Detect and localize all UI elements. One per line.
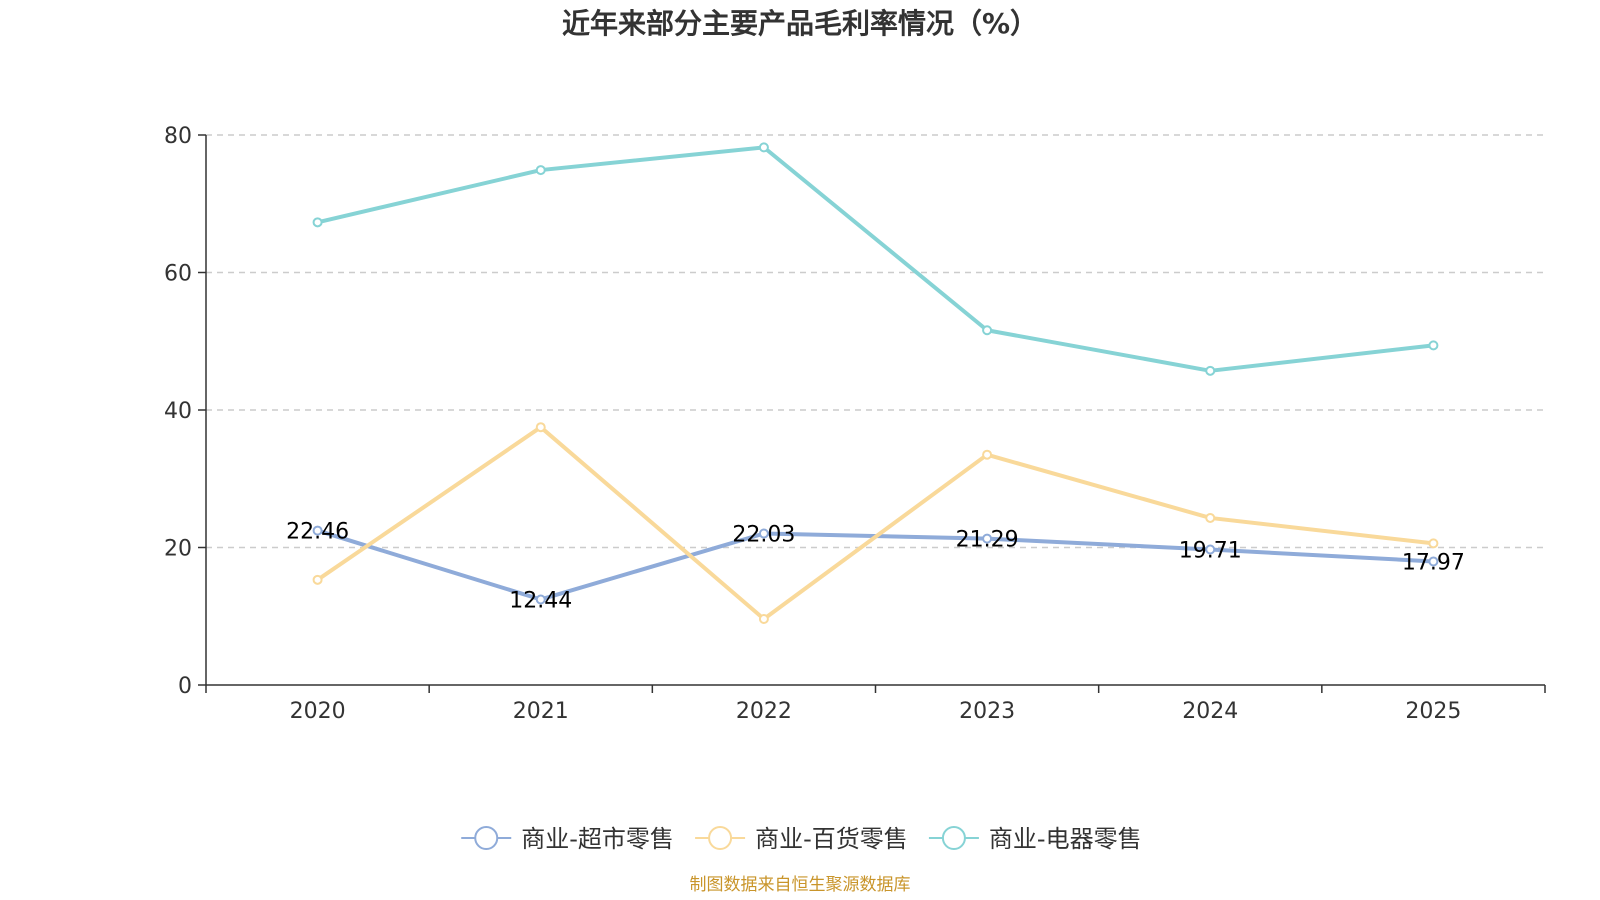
data-point bbox=[758, 142, 769, 153]
data-point bbox=[1205, 544, 1216, 555]
data-point bbox=[312, 574, 323, 585]
data-point bbox=[535, 165, 546, 176]
data-label: 17.97 bbox=[1402, 550, 1465, 575]
data-point bbox=[982, 533, 993, 544]
legend-label: 商业-电器零售 bbox=[989, 825, 1142, 853]
y-tick-label: 80 bbox=[164, 124, 192, 149]
data-label: 22.46 bbox=[286, 520, 349, 545]
series-line-3 bbox=[315, 145, 1436, 373]
grid-lines bbox=[206, 134, 1545, 549]
legend-swatch-circle bbox=[708, 826, 733, 850]
x-tick-label: 2020 bbox=[290, 699, 346, 724]
x-tick-label: 2024 bbox=[1182, 699, 1238, 724]
series-line-1 bbox=[315, 528, 1436, 602]
data-label: 19.71 bbox=[1179, 538, 1242, 563]
data-point bbox=[982, 449, 993, 460]
legend-item-2[interactable]: 商业-百货零售 bbox=[695, 825, 908, 853]
data-point bbox=[758, 614, 769, 624]
data-point bbox=[312, 217, 323, 228]
legend-swatch-circle bbox=[474, 826, 499, 850]
legend-item-1[interactable]: 商业-超市零售 bbox=[461, 825, 674, 853]
legend-swatch-circle bbox=[941, 826, 966, 850]
x-tick-label: 2021 bbox=[513, 699, 569, 724]
x-tick-label: 2023 bbox=[959, 699, 1015, 724]
legend[interactable]: 商业-超市零售 商业-百货零售 商业-电器零售 bbox=[461, 825, 1142, 853]
data-point bbox=[1428, 340, 1439, 351]
data-label: 12.44 bbox=[509, 588, 572, 613]
data-point bbox=[1205, 512, 1216, 523]
source-note: 制图数据来自恒生聚源数据库 bbox=[690, 875, 911, 895]
data-label: 22.03 bbox=[732, 523, 795, 548]
x-tick-label: 2022 bbox=[736, 699, 792, 724]
series-line-2 bbox=[315, 425, 1436, 621]
data-point bbox=[535, 594, 546, 605]
data-point bbox=[982, 325, 993, 336]
x-tick-label: 2025 bbox=[1405, 699, 1461, 724]
axes: 0 20 40 60 80 2020 2021 2022 2023 2024 2025 bbox=[164, 124, 1546, 724]
data-point bbox=[535, 422, 546, 433]
y-tick-label: 20 bbox=[164, 537, 192, 562]
data-point bbox=[1428, 556, 1439, 567]
data-labels: 22.46 12.44 22.03 21.29 19.71 17.97 bbox=[286, 520, 1465, 614]
data-point bbox=[1205, 365, 1216, 376]
legend-label: 商业-超市零售 bbox=[521, 825, 674, 853]
chart-title: 近年来部分主要产品毛利率情况（%） bbox=[562, 7, 1038, 40]
data-point bbox=[758, 528, 769, 539]
data-label: 21.29 bbox=[956, 528, 1019, 553]
series-group bbox=[312, 142, 1439, 624]
data-point bbox=[1428, 538, 1439, 549]
y-tick-label: 60 bbox=[164, 262, 192, 287]
data-point bbox=[312, 525, 323, 536]
y-tick-label: 40 bbox=[164, 399, 192, 424]
legend-item-3[interactable]: 商业-电器零售 bbox=[928, 825, 1142, 853]
y-tick-label: 0 bbox=[178, 674, 192, 699]
legend-label: 商业-百货零售 bbox=[755, 825, 908, 853]
